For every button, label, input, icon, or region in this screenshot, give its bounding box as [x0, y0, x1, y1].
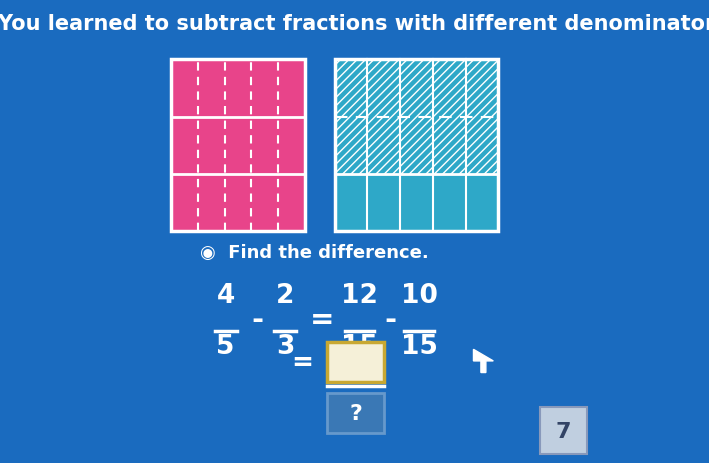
- Text: 4: 4: [216, 282, 235, 308]
- Text: 12: 12: [341, 282, 378, 308]
- Text: -: -: [252, 306, 264, 333]
- Text: 3: 3: [276, 333, 294, 359]
- Polygon shape: [474, 350, 493, 373]
- Bar: [328, 343, 384, 382]
- Bar: [328, 394, 384, 433]
- Bar: [335, 60, 498, 232]
- Text: 5: 5: [216, 333, 235, 359]
- Text: -: -: [384, 306, 397, 333]
- Bar: [540, 407, 588, 454]
- Bar: [171, 60, 305, 232]
- Bar: [335, 60, 498, 232]
- Text: =: =: [291, 349, 313, 375]
- Text: ▸  You learned to subtract fractions with different denominators.: ▸ You learned to subtract fractions with…: [0, 14, 709, 34]
- Bar: [335, 60, 498, 175]
- Text: ?: ?: [350, 403, 362, 423]
- Bar: [171, 60, 305, 232]
- Text: 15: 15: [401, 333, 437, 359]
- Text: 15: 15: [341, 333, 378, 359]
- Text: =: =: [310, 306, 335, 333]
- Text: 10: 10: [401, 282, 437, 308]
- Text: 7: 7: [556, 420, 571, 441]
- Text: ◉  Find the difference.: ◉ Find the difference.: [201, 243, 429, 261]
- Text: 2: 2: [276, 282, 294, 308]
